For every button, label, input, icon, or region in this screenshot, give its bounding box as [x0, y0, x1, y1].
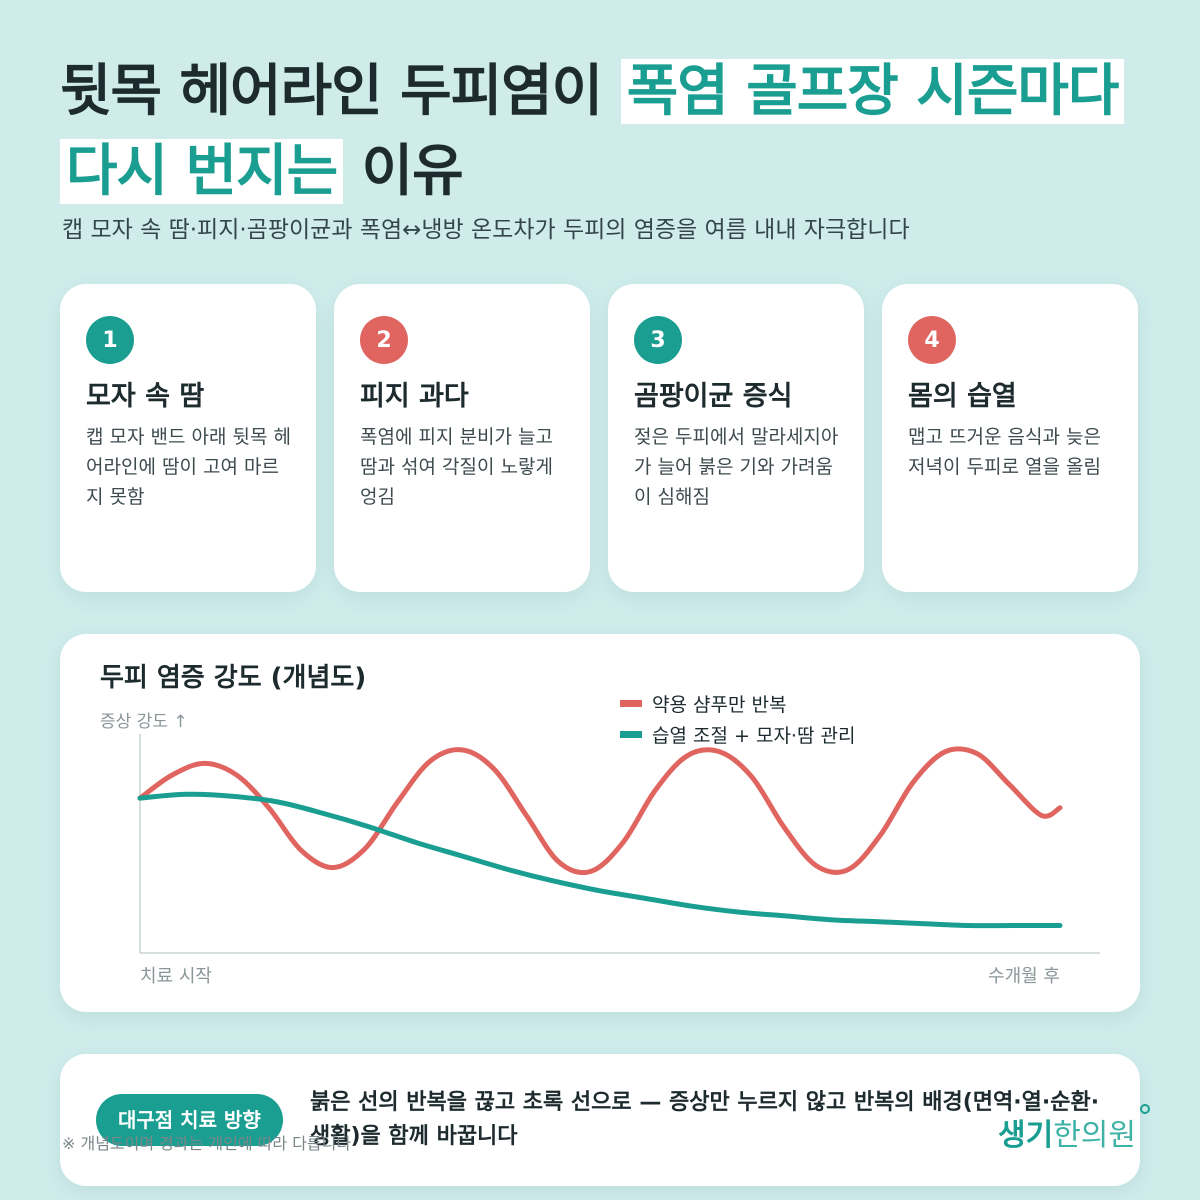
- headline-highlight-2: 다시 번지는: [60, 139, 344, 204]
- card-title: 모자 속 땀: [86, 381, 205, 412]
- footnote: ※ 개념도이며 경과는 개인에 따라 다릅니다: [62, 1134, 352, 1153]
- x-axis-end-label: 수개월 후: [988, 966, 1060, 987]
- series-line-managed: [137, 791, 1063, 929]
- card-number-badge: 2: [360, 316, 408, 364]
- chart-title: 두피 염증 강도 (개념도): [100, 663, 366, 693]
- logo-dot-icon: [1140, 1104, 1151, 1114]
- headline-part2: 이유: [343, 139, 464, 204]
- card-title: 곰팡이균 증식: [634, 381, 793, 412]
- cause-card-1: 1 모자 속 땀 캡 모자 밴드 아래 뒷목 헤어라인에 땀이 고여 마르지 못…: [60, 284, 316, 592]
- card-description: 폭염에 피지 분비가 늘고 땀과 섞여 각질이 노랗게 엉김: [360, 426, 553, 508]
- card-number-badge: 4: [908, 316, 956, 364]
- logo-bold-text: 생기: [998, 1118, 1054, 1153]
- card-description: 맵고 뜨거운 음식과 늦은 저녁이 두피로 열을 올림: [908, 426, 1101, 478]
- headline-part1: 뒷목 헤어라인 두피염이: [60, 59, 621, 124]
- card-description: 젖은 두피에서 말라세지아가 늘어 붉은 기와 가려움이 심해짐: [634, 426, 839, 508]
- treatment-direction-card: 대구점 치료 방향 붉은 선의 반복을 끊고 초록 선으로 — 증상만 누르지 …: [60, 1054, 1140, 1186]
- direction-badge: 대구점 치료 방향: [96, 1094, 283, 1146]
- series-layer: [137, 746, 1063, 929]
- cause-card-2: 2 피지 과다 폭염에 피지 분비가 늘고 땀과 섞여 각질이 노랗게 엉김: [334, 284, 590, 592]
- direction-text: 붉은 선의 반복을 끊고 초록 선으로 — 증상만 누르지 않고 반복의 배경(…: [310, 1090, 1100, 1149]
- card-title: 피지 과다: [360, 381, 469, 412]
- card-title: 몸의 습열: [908, 381, 1017, 412]
- card-description: 캡 모자 밴드 아래 뒷목 헤어라인에 땀이 고여 마르지 못함: [86, 426, 291, 508]
- legend-swatch-coral: [620, 700, 642, 707]
- y-axis-label: 증상 강도 ↑: [100, 712, 188, 732]
- series-line-shampoo-only: [137, 746, 1063, 876]
- chart-card: 두피 염증 강도 (개념도) 증상 강도 ↑ 치료 시작 수개월 후 약용 샴푸…: [60, 634, 1140, 1012]
- headline-highlight-1: 폭염 골프장 시즌마다: [620, 59, 1125, 124]
- legend: 약용 샴푸만 반복 습열 조절 + 모자·땀 관리: [620, 694, 855, 747]
- cause-card-3: 3 곰팡이균 증식 젖은 두피에서 말라세지아가 늘어 붉은 기와 가려움이 심…: [608, 284, 864, 592]
- legend-label-2: 습열 조절 + 모자·땀 관리: [652, 725, 855, 747]
- inflammation-chart: 두피 염증 강도 (개념도) 증상 강도 ↑ 치료 시작 수개월 후 약용 샴푸…: [100, 663, 1100, 987]
- card-number-badge: 3: [634, 316, 682, 364]
- legend-swatch-teal: [620, 731, 642, 738]
- cause-card-4: 4 몸의 습열 맵고 뜨거운 음식과 늦은 저녁이 두피로 열을 올림: [882, 284, 1138, 592]
- card-number-badge: 1: [86, 316, 134, 364]
- logo-light-text: 한의원: [1053, 1118, 1137, 1153]
- legend-label-1: 약용 샴푸만 반복: [652, 694, 786, 716]
- clinic-logo: 생기한의원: [998, 1104, 1151, 1154]
- subtitle: 캡 모자 속 땀·피지·곰팡이균과 폭염↔냉방 온도차가 두피의 염증을 여름 …: [62, 217, 910, 243]
- x-axis-start-label: 치료 시작: [140, 966, 212, 987]
